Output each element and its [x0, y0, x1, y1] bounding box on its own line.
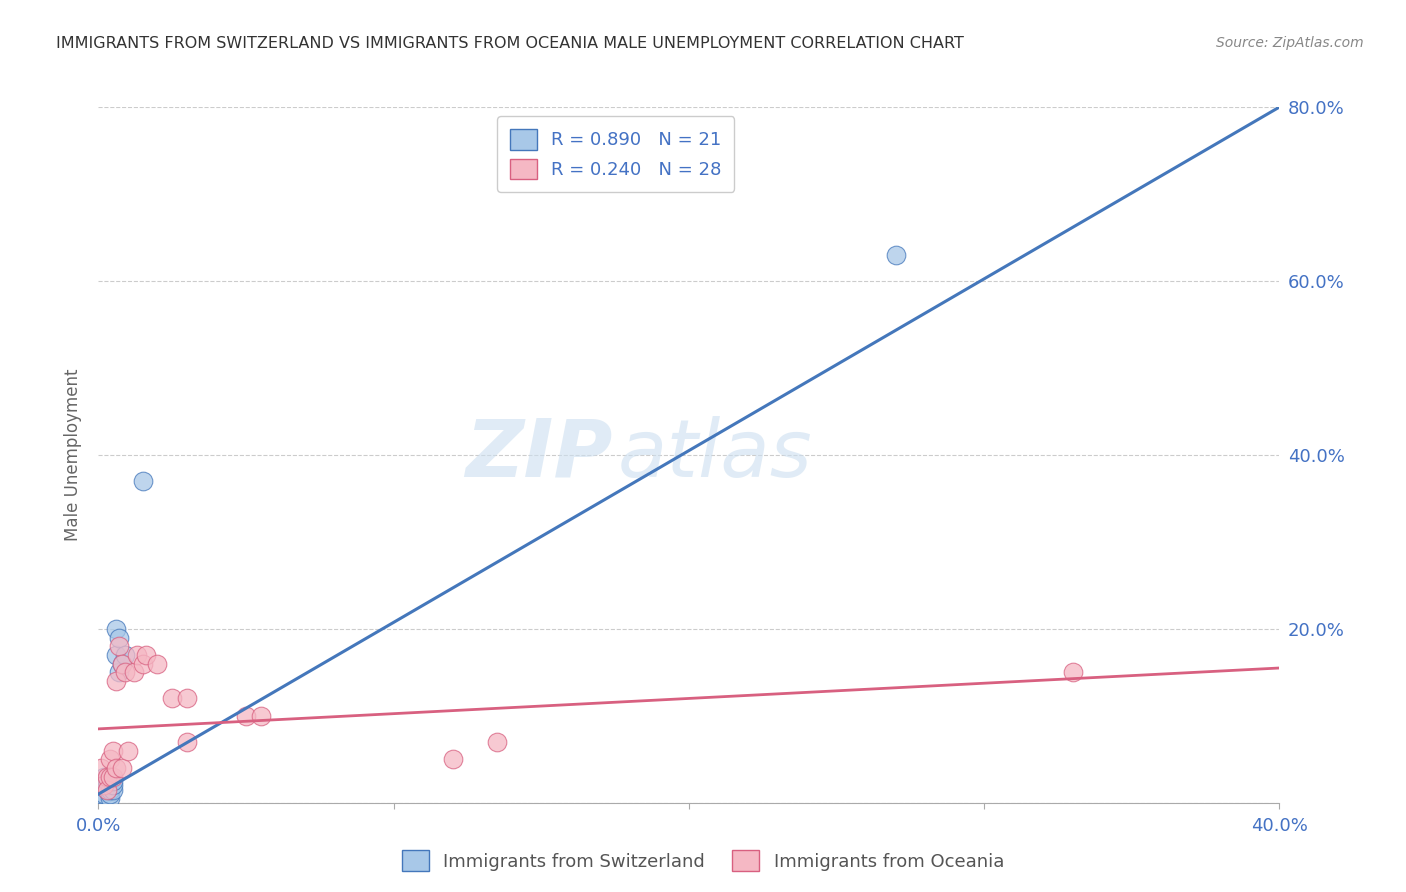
Point	[1062, 665, 1084, 680]
Point	[103, 782, 125, 797]
Point	[90, 761, 112, 775]
Point	[96, 782, 118, 797]
Point	[103, 778, 125, 792]
Point	[235, 708, 257, 723]
Point	[146, 657, 169, 671]
Text: IMMIGRANTS FROM SWITZERLAND VS IMMIGRANTS FROM OCEANIA MALE UNEMPLOYMENT CORRELA: IMMIGRANTS FROM SWITZERLAND VS IMMIGRANT…	[56, 36, 965, 51]
Point	[98, 752, 121, 766]
Point	[90, 778, 112, 792]
Point	[98, 782, 121, 797]
Point	[103, 744, 125, 758]
Text: Source: ZipAtlas.com: Source: ZipAtlas.com	[1216, 36, 1364, 50]
Point	[96, 770, 118, 784]
Point	[93, 770, 115, 784]
Point	[98, 770, 121, 784]
Point	[122, 665, 145, 680]
Y-axis label: Male Unemployment: Male Unemployment	[65, 368, 83, 541]
Point	[162, 691, 183, 706]
Point	[105, 648, 128, 662]
Point	[132, 657, 155, 671]
Point	[98, 791, 121, 805]
Point	[114, 665, 136, 680]
Point	[111, 657, 134, 671]
Point	[135, 648, 157, 662]
Point	[884, 248, 907, 262]
Point	[103, 774, 125, 789]
Point	[176, 735, 198, 749]
Point	[93, 778, 115, 792]
Point	[486, 735, 509, 749]
Point	[111, 761, 134, 775]
Point	[176, 691, 198, 706]
Point	[96, 778, 118, 792]
Point	[96, 782, 118, 797]
Point	[98, 787, 121, 801]
Legend: Immigrants from Switzerland, Immigrants from Oceania: Immigrants from Switzerland, Immigrants …	[395, 843, 1011, 879]
Text: atlas: atlas	[619, 416, 813, 494]
Point	[114, 648, 136, 662]
Point	[108, 639, 131, 653]
Point	[132, 474, 155, 488]
Point	[250, 708, 273, 723]
Point	[105, 761, 128, 775]
Point	[108, 665, 131, 680]
Legend: R = 0.890   N = 21, R = 0.240   N = 28: R = 0.890 N = 21, R = 0.240 N = 28	[498, 116, 734, 192]
Point	[117, 744, 139, 758]
Point	[111, 657, 134, 671]
Point	[441, 752, 464, 766]
Point	[96, 774, 118, 789]
Point	[93, 787, 115, 801]
Point	[105, 622, 128, 636]
Point	[125, 648, 148, 662]
Point	[103, 770, 125, 784]
Point	[108, 631, 131, 645]
Text: ZIP: ZIP	[465, 416, 612, 494]
Point	[105, 674, 128, 689]
Point	[90, 787, 112, 801]
